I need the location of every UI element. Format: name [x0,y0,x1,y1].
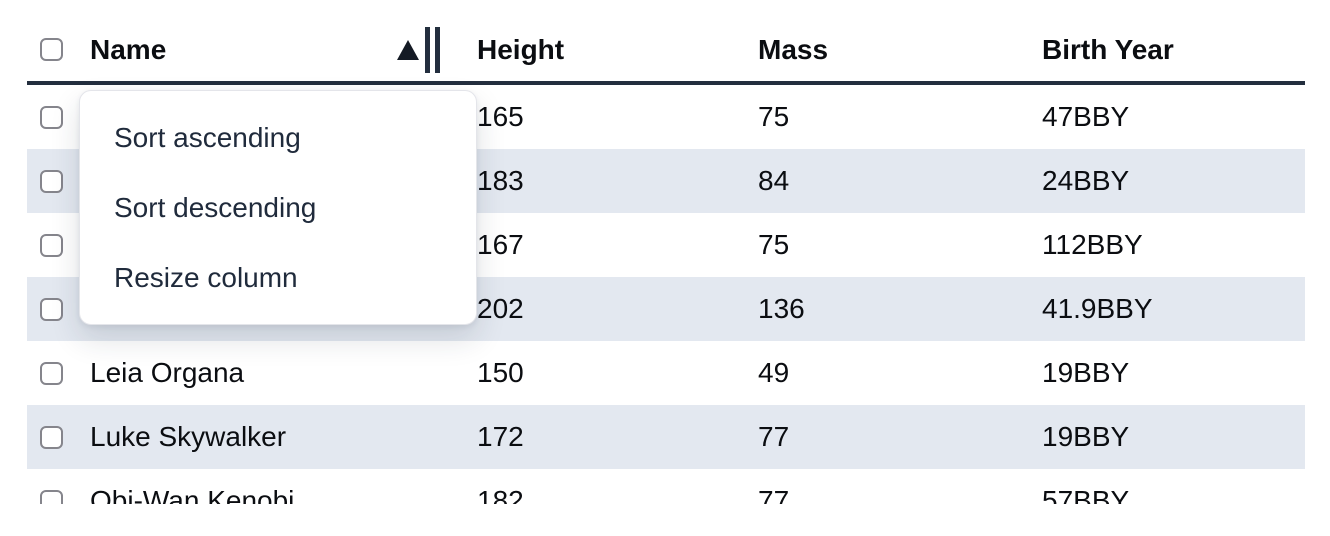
cell-mass: 84 [758,165,790,196]
cell-height: 167 [477,229,524,260]
row-checkbox[interactable] [40,233,63,257]
cell-mass: 75 [758,229,790,260]
menu-item-sort-ascending[interactable]: Sort ascending [114,122,301,153]
row-checkbox[interactable] [40,105,63,129]
cell-birth-year: 19BBY [1042,421,1130,452]
cell-height: 150 [477,357,524,388]
menu-item-sort-descending[interactable]: Sort descending [114,192,317,223]
row-checkbox[interactable] [40,297,63,321]
cell-height: 183 [477,165,524,196]
table-row[interactable]: 165 75 47BBY [27,85,1305,149]
table-header-row: Name Height Mass Birth Year [27,0,1305,85]
cell-height: 182 [477,485,524,504]
table-row[interactable]: Obi-Wan Kenobi 182 77 57BBY [27,469,1305,504]
cell-birth-year: 24BBY [1042,165,1130,196]
cell-mass: 77 [758,421,790,452]
row-checkbox[interactable] [40,425,63,449]
row-checkbox[interactable] [40,489,63,504]
cell-birth-year: 57BBY [1042,485,1130,504]
select-all-checkbox[interactable] [40,38,63,61]
row-checkbox-cell [27,233,90,257]
cell-height: 165 [477,101,524,132]
column-header-height[interactable]: Height [477,33,565,65]
cell-mass: 49 [758,357,790,388]
row-checkbox-cell [27,169,90,193]
cell-height: 172 [477,421,524,452]
column-context-menu: Sort ascending Sort descending Resize co… [79,90,477,325]
table-row[interactable]: 167 75 112BBY [27,213,1305,277]
cell-birth-year: 41.9BBY [1042,293,1153,324]
column-resize-handle[interactable] [425,27,441,73]
row-checkbox-cell [27,489,90,504]
cell-birth-year: 112BBY [1042,229,1143,260]
cell-name: Obi-Wan Kenobi [90,485,295,504]
column-header-name[interactable]: Name [90,33,167,65]
cell-mass: 136 [758,293,805,324]
column-header-mass[interactable]: Mass [758,33,829,65]
cell-height: 202 [477,293,524,324]
resize-bar-icon [435,27,440,73]
cell-mass: 75 [758,101,790,132]
row-checkbox[interactable] [40,361,63,385]
cell-birth-year: 19BBY [1042,357,1130,388]
row-checkbox-cell [27,425,90,449]
column-header-birth-year[interactable]: Birth Year [1042,33,1174,65]
row-checkbox[interactable] [40,169,63,193]
row-checkbox-cell [27,297,90,321]
resize-bar-icon [425,27,430,73]
table-row[interactable]: Luke Skywalker 172 77 19BBY [27,405,1305,469]
row-checkbox-cell [27,361,90,385]
menu-item-resize-column[interactable]: Resize column [114,262,298,293]
cell-birth-year: 47BBY [1042,101,1130,132]
sort-ascending-triangle-up-icon [397,40,419,60]
table-row[interactable]: Leia Organa 150 49 19BBY [27,341,1305,405]
select-all-cell [27,38,90,61]
row-checkbox-cell [27,105,90,129]
cell-name: Luke Skywalker [90,421,287,452]
cell-name: Leia Organa [90,357,245,388]
cell-mass: 77 [758,485,790,504]
